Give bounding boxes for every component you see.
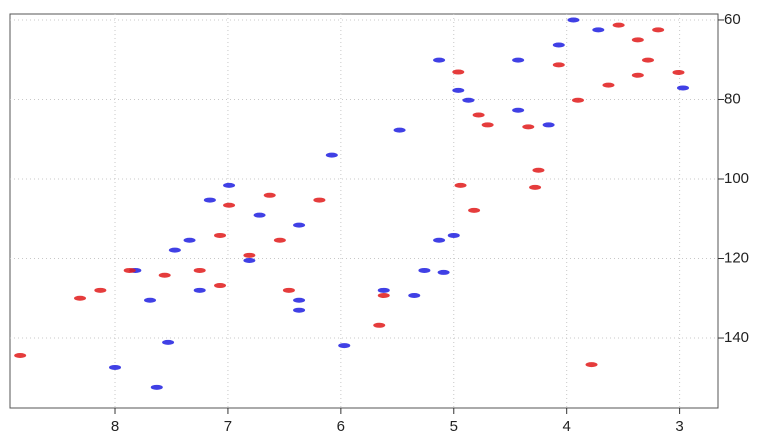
- peak: [158, 272, 171, 278]
- peak: [168, 247, 181, 253]
- peak: [472, 112, 485, 118]
- y-tick-label: 80: [724, 90, 741, 107]
- peak: [452, 87, 465, 93]
- x-tick-label: 7: [224, 418, 232, 435]
- peak: [437, 269, 450, 275]
- grid: [10, 14, 718, 408]
- peak: [641, 57, 654, 63]
- peak: [203, 197, 216, 203]
- peak: [144, 297, 157, 303]
- peak: [631, 37, 644, 43]
- x-tick-label: 6: [337, 418, 345, 435]
- y-tick-label: 140: [724, 329, 749, 346]
- peak: [313, 197, 326, 203]
- peak: [552, 42, 565, 48]
- peak: [522, 124, 535, 130]
- peak: [652, 27, 665, 33]
- peak: [123, 267, 136, 273]
- peak: [468, 207, 481, 213]
- peak: [602, 82, 615, 88]
- x-tick-label: 3: [675, 418, 683, 435]
- x-tick-label: 5: [450, 418, 458, 435]
- peak: [325, 152, 338, 158]
- peaks: [14, 17, 689, 390]
- peak: [338, 343, 351, 349]
- peak: [481, 122, 494, 128]
- peak: [612, 22, 625, 28]
- peak: [567, 17, 580, 23]
- peak: [214, 232, 227, 238]
- peak: [253, 212, 266, 218]
- peak: [529, 184, 542, 190]
- peak: [676, 85, 689, 91]
- peak: [592, 27, 605, 33]
- peak: [377, 287, 390, 293]
- y-tick-label: 120: [724, 249, 749, 266]
- peak: [162, 339, 175, 345]
- peak: [223, 182, 236, 188]
- peak: [273, 237, 286, 243]
- peak: [183, 237, 196, 243]
- peak: [552, 62, 565, 68]
- peak: [282, 287, 295, 293]
- peak: [454, 182, 467, 188]
- peak: [433, 57, 446, 63]
- peak: [452, 69, 465, 75]
- peak: [293, 297, 306, 303]
- peak: [542, 122, 555, 128]
- peak: [263, 192, 276, 198]
- x-tick-label: 8: [111, 418, 119, 435]
- peak: [462, 97, 475, 103]
- peak: [418, 267, 431, 273]
- peak: [94, 287, 107, 293]
- peak: [585, 362, 598, 368]
- peak: [74, 295, 87, 301]
- peak: [293, 222, 306, 228]
- peak: [373, 322, 386, 328]
- peak: [243, 252, 256, 258]
- peak: [193, 287, 206, 293]
- plot-frame: [9, 13, 719, 409]
- peak: [672, 69, 685, 75]
- peak: [631, 72, 644, 78]
- axes: 8 7 6 5 4 3 60 80 100 120 140: [111, 11, 749, 435]
- peak: [214, 283, 227, 289]
- peak: [393, 127, 406, 133]
- y-tick-label: 100: [724, 170, 749, 187]
- peak: [223, 202, 236, 208]
- peak: [512, 57, 525, 63]
- peak: [243, 257, 256, 263]
- x-tick-label: 4: [563, 418, 571, 435]
- peak: [532, 167, 545, 173]
- peak: [293, 307, 306, 313]
- peak: [109, 364, 122, 370]
- peak: [150, 384, 163, 390]
- peak: [571, 97, 584, 103]
- peak: [408, 292, 421, 298]
- peak: [377, 292, 390, 298]
- peak: [447, 232, 460, 238]
- peak: [193, 267, 206, 273]
- peak: [14, 353, 27, 359]
- peak: [512, 107, 525, 113]
- y-tick-label: 60: [724, 11, 741, 28]
- peak: [433, 237, 446, 243]
